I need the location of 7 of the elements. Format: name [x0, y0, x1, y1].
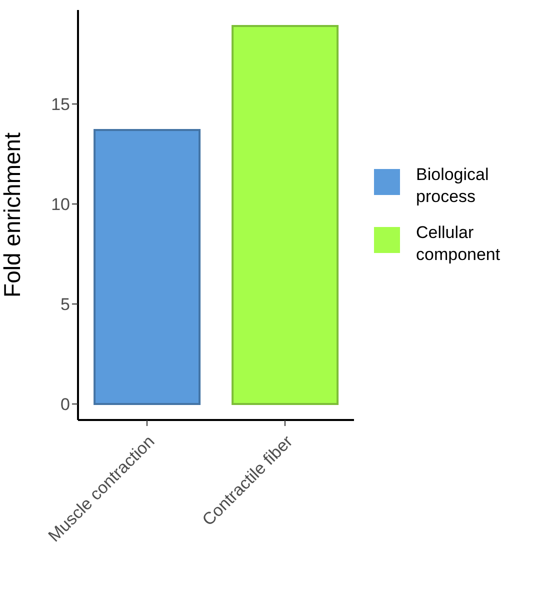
legend-label: Cellular component: [416, 222, 502, 266]
y-tick-label: 0: [60, 395, 70, 414]
legend-label: Biological process: [416, 164, 490, 208]
y-tick-label: 5: [60, 295, 70, 314]
y-tick-label: 10: [51, 195, 70, 214]
y-axis-title: Fold enrichment: [0, 132, 26, 298]
y-tick-label: 15: [51, 95, 70, 114]
